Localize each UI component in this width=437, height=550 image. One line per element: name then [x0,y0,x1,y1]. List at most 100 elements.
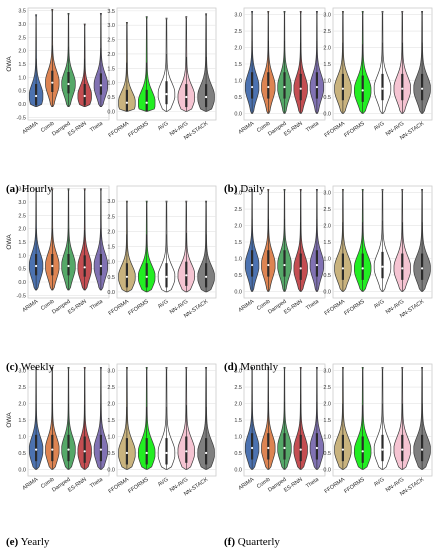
caption-a: (a) Hourly [6,183,53,195]
median-marker [67,448,70,451]
y-tick-label: 1.0 [107,434,115,440]
y-tick-label: 0.5 [323,451,331,457]
median-marker [185,274,188,277]
y-tick-label: 2.5 [107,385,115,391]
x-tick-label: AVG [373,121,386,132]
y-tick-label: 3.0 [107,369,115,375]
median-marker [283,446,286,450]
median-marker [341,267,344,270]
median-marker [165,451,168,455]
x-tick-label: FFORMA [108,121,131,139]
y-tick-label: 2.0 [323,224,331,230]
caption-c: (c) Weekly [6,361,55,373]
caption-f: (f) Quarterly [224,536,280,548]
median-marker [125,451,128,455]
y-tick-label: 0.5 [18,89,26,95]
median-marker [51,81,54,84]
y-tick-label: 2.5 [234,29,242,35]
median-marker [51,448,54,451]
x-tick-label: ARIMA [238,299,256,314]
y-axis-label: OWA [6,56,13,72]
y-tick-label: -0.5 [17,293,26,299]
y-tick-label: 2.5 [18,35,26,41]
y-tick-label: 1.0 [323,256,331,262]
caption-e: (e) Yearly [6,536,50,548]
median-marker [125,101,128,104]
median-marker [401,448,404,451]
y-tick-label: 2.0 [107,52,115,58]
y-tick-label: 1.5 [234,240,242,246]
median-marker [145,451,148,455]
y-axis-label: OWA [6,412,13,428]
y-tick-label: 0.5 [107,275,115,281]
x-tick-label: FFORMS [343,477,366,495]
y-tick-label: 0.0 [323,467,331,473]
median-marker [361,267,364,270]
y-tick-label: 1.0 [18,253,26,259]
median-marker [283,263,286,267]
y-tick-label: 1.5 [18,62,26,68]
y-tick-label: 2.5 [18,213,26,219]
y-tick-label: 3.0 [107,199,115,205]
median-marker [83,266,86,269]
y-tick-label: 3.0 [234,13,242,19]
median-marker [401,87,404,90]
y-tick-label: 3.0 [323,191,331,197]
y-tick-label: 2.5 [234,385,242,391]
y-tick-label: 2.0 [234,402,242,408]
y-tick-label: 3.0 [323,13,331,19]
y-tick-label: 2.5 [323,207,331,213]
median-marker [251,446,254,450]
median-marker [315,263,318,267]
y-tick-label: 1.0 [234,256,242,262]
caption-b: (b) Daily [224,183,265,195]
y-tick-label: 2.0 [18,227,26,233]
median-marker [315,446,318,450]
y-tick-label: 0.0 [234,467,242,473]
median-marker [125,275,128,278]
median-marker [99,448,102,451]
y-tick-label: -0.5 [17,115,26,121]
median-marker [165,275,168,278]
y-tick-label: 0.0 [107,290,115,296]
y-tick-label: 2.0 [234,224,242,230]
median-marker [341,87,344,90]
median-marker [361,89,364,92]
y-tick-label: 3.5 [18,187,26,193]
y-tick-label: 0.0 [323,111,331,117]
median-marker [315,85,318,89]
y-tick-label: 1.5 [323,418,331,424]
y-tick-label: 3.0 [18,22,26,28]
x-tick-label: FFORMA [108,477,131,495]
y-tick-label: 1.0 [18,75,26,81]
median-marker [145,275,148,278]
x-tick-label: Theta [89,476,105,490]
median-marker [83,94,86,98]
x-tick-label: Theta [305,298,321,312]
x-tick-label: AVG [157,299,170,310]
median-marker [381,87,384,90]
median-marker [381,448,384,451]
y-tick-label: 1.0 [323,434,331,440]
median-marker [299,448,302,451]
x-tick-label: FFORMS [127,299,150,317]
median-marker [205,95,208,99]
y-tick-label: 1.5 [323,240,331,246]
y-tick-label: 0.5 [107,95,115,101]
y-tick-label: 3.0 [18,200,26,206]
x-tick-label: Theta [89,120,105,134]
x-tick-label: AVG [373,477,386,488]
median-marker [35,264,38,268]
y-tick-label: 3.0 [234,369,242,375]
x-tick-label: ES-RNN [283,299,304,316]
